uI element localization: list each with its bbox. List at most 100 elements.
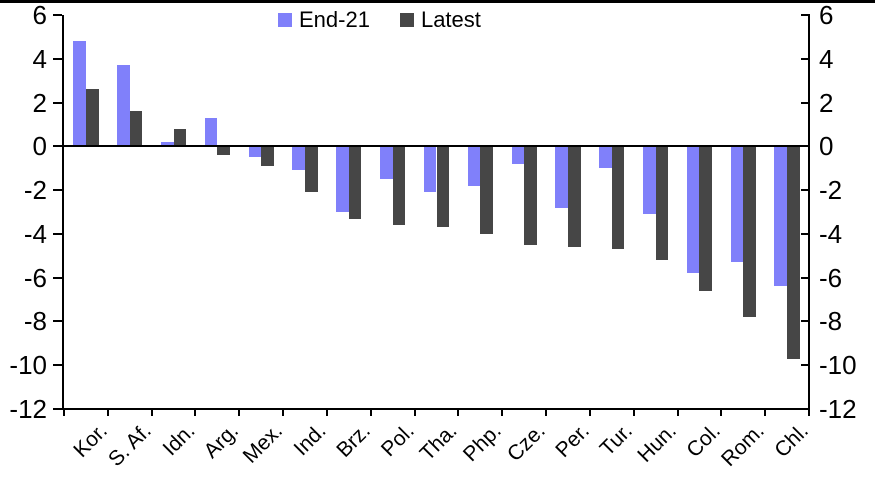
y-axis-left (62, 15, 64, 409)
bar-end21-col (686, 146, 700, 274)
bar-latest-kor (85, 89, 99, 147)
y-axis-label-left: 6 (32, 0, 47, 30)
bar-latest-idn (173, 128, 187, 147)
bar-end21-per (555, 146, 568, 208)
y-axis-label-right: -6 (819, 262, 843, 293)
y-axis-label-right: 6 (819, 0, 834, 30)
x-tick (369, 409, 372, 416)
x-category-label: Tha. (416, 419, 463, 466)
x-tick (194, 409, 197, 416)
x-tick (150, 409, 153, 416)
x-category-label: Rom. (717, 419, 769, 472)
y-axis-label-left: -6 (23, 262, 47, 293)
x-category-label: Brz. (331, 419, 375, 462)
y-axis-label-right: 0 (819, 131, 834, 162)
y-axis-label-left: -4 (23, 218, 47, 249)
y-axis-label-right: 2 (819, 87, 834, 118)
legend-label-end21: End-21 (299, 7, 370, 32)
y-axis-label-right: -12 (819, 394, 857, 424)
y-tick-right (801, 189, 810, 192)
x-category-label: Chl. (769, 419, 813, 462)
bar-latest-chl (787, 146, 800, 359)
y-tick-right (801, 57, 810, 60)
y-tick-left (53, 276, 62, 279)
y-tick-left (53, 232, 62, 235)
x-category-label: Mex. (238, 419, 287, 468)
x-tick (325, 409, 328, 416)
bar-latest-tha (436, 146, 450, 228)
bar-latest-saf (129, 111, 143, 147)
x-category-label: Idn. (158, 419, 200, 461)
bar-latest-tur (611, 146, 625, 250)
y-axis-label-left: -12 (9, 394, 47, 424)
bar-end21-rom (730, 146, 744, 263)
bar-latest-brz (348, 146, 362, 219)
x-category-label: Pol. (376, 419, 419, 462)
bar-end21-mex (248, 146, 262, 158)
x-category-label: S. Af. (103, 419, 156, 472)
bar-latest-rom (743, 146, 756, 318)
bar-latest-arg (217, 146, 230, 156)
bar-end21-arg (204, 117, 218, 147)
bar-latest-col (699, 146, 713, 291)
y-tick-right (801, 145, 810, 148)
x-category-label: Per. (550, 419, 594, 462)
bar-end21-kor (73, 41, 86, 147)
y-tick-right (801, 364, 810, 367)
y-axis-label-left: -2 (23, 175, 47, 206)
x-tick (808, 409, 810, 416)
y-tick-right (801, 408, 810, 410)
bar-latest-ind (305, 146, 318, 193)
y-tick-left (53, 364, 62, 367)
y-axis-label-right: -8 (819, 306, 843, 337)
x-category-label: Hun. (633, 419, 682, 467)
y-tick-left (53, 57, 62, 60)
bar-latest-php (480, 146, 493, 234)
x-tick (457, 409, 460, 416)
x-tick (764, 409, 767, 416)
bar-latest-pol (392, 146, 406, 226)
y-tick-left (53, 101, 62, 104)
y-axis-label-right: 4 (819, 43, 834, 74)
y-axis-label-left: -8 (23, 306, 47, 337)
x-tick (413, 409, 416, 416)
bar-end21-idn (160, 141, 174, 147)
x-category-label: Php. (459, 419, 506, 467)
x-category-label: Cze. (502, 419, 550, 467)
x-category-label: Tur. (596, 419, 638, 461)
x-tick (282, 409, 285, 416)
bar-end21-tha (423, 146, 437, 193)
y-axis-label-left: 0 (32, 131, 47, 162)
y-tick-left (53, 145, 62, 148)
bar-end21-ind (292, 146, 306, 171)
bar-end21-chl (774, 146, 788, 287)
y-tick-left (53, 14, 62, 16)
x-tick (720, 409, 723, 416)
x-tick (63, 409, 65, 416)
bar-latest-hun (655, 146, 669, 261)
y-axis-label-left: -10 (9, 350, 47, 381)
y-tick-right (801, 14, 810, 16)
bar-latest-per (567, 146, 581, 248)
bar-end21-hun (643, 146, 656, 215)
legend-label-latest: Latest (420, 7, 481, 32)
y-tick-right (801, 232, 810, 235)
bar-latest-mex (261, 146, 274, 167)
bar-latest-cze (524, 146, 537, 245)
y-tick-left (53, 320, 62, 323)
bar-end21-tur (599, 146, 612, 169)
legend-swatch-latest (399, 13, 414, 27)
bar-end21-cze (511, 146, 525, 164)
y-tick-left (53, 408, 62, 410)
y-tick-right (801, 320, 810, 323)
y-tick-left (53, 189, 62, 192)
x-category-label: Arg. (199, 419, 243, 463)
legend: End-21 Latest (278, 8, 481, 32)
y-axis-right (808, 15, 810, 414)
y-axis-label-right: -10 (819, 350, 857, 381)
x-tick (238, 409, 241, 416)
x-tick (106, 409, 109, 416)
x-tick (545, 409, 548, 416)
x-tick (632, 409, 635, 416)
